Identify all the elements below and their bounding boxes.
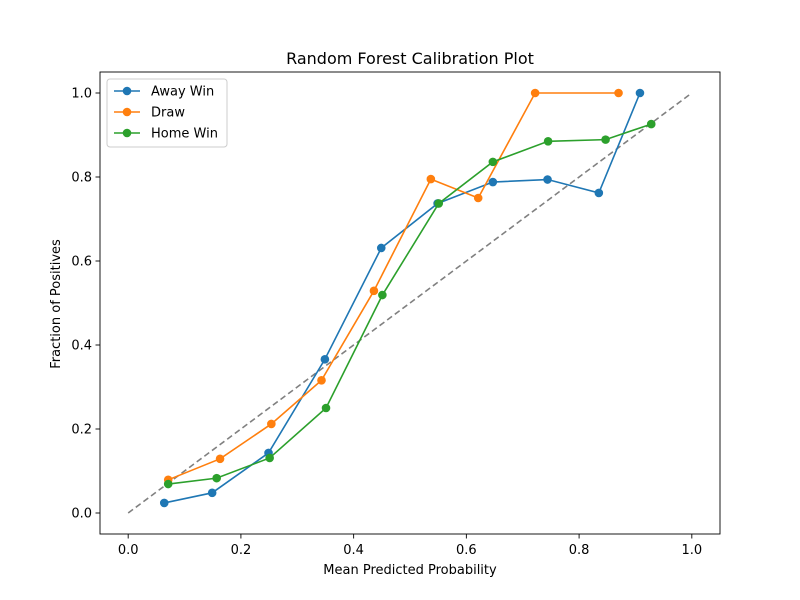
x-axis-label: Mean Predicted Probability [323,563,497,578]
perfect-calibration-line [127,92,693,514]
axes-frame [99,71,721,535]
data-point-home-win [488,157,498,167]
y-axis-label: Fraction of Positives [49,239,64,369]
x-tick-label: 0.6 [456,543,477,558]
data-point-draw [369,286,379,296]
legend-frame [106,78,228,148]
legend-label-home-win: Home Win [151,127,218,142]
data-point-draw [614,88,623,98]
y-tick-label: 0.4 [71,339,92,354]
y-tick-label: 1.0 [71,87,92,102]
data-point-draw [267,419,276,429]
x-tick-label: 0.4 [343,543,364,558]
data-point-home-win [212,473,221,483]
data-point-home-win [378,290,387,300]
data-point-home-win [646,119,656,129]
data-point-away-win [543,175,552,184]
data-point-away-win [594,188,604,198]
data-point-draw [426,174,436,184]
data-point-draw [215,454,225,464]
data-point-home-win [265,453,274,463]
x-tick-label: 0.8 [569,543,590,558]
legend: Away Win Draw Home Win [106,78,228,148]
legend-label-away-win: Away Win [151,85,214,100]
legend-label-draw: Draw [151,106,185,121]
legend-marker-draw [122,107,132,117]
data-point-away-win [320,354,330,364]
data-point-draw [473,193,483,203]
y-tick-label: 0.2 [71,423,92,438]
series-line-away-win [164,92,641,504]
y-tick-label: 0.8 [71,171,92,186]
data-point-away-win [159,498,169,508]
y-tick-label: 0.6 [71,255,92,270]
data-point-away-win [488,177,498,187]
data-point-away-win [207,488,217,498]
series-line-home-win [168,123,652,485]
chart-title: Random Forest Calibration Plot [286,49,534,68]
data-point-home-win [601,135,610,144]
data-point-away-win [376,243,386,253]
x-tick-label: 0.0 [118,543,139,558]
data-point-draw [530,88,540,98]
x-tick-label: 0.2 [231,543,252,558]
legend-marker-away-win [122,86,132,96]
data-point-away-win [635,88,645,98]
data-point-home-win [163,479,173,489]
data-point-home-win [434,199,444,208]
y-tick-label: 0.0 [71,507,92,522]
data-point-home-win [321,403,331,413]
data-point-draw [317,375,326,385]
plot-area: 0.0 0.2 0.4 0.6 0.8 1.0 0.0 0.2 0.4 0.6 0.8 1.0 [71,71,721,558]
data-point-home-win [543,137,553,146]
legend-marker-home-win [122,128,132,138]
x-tick-label: 1.0 [681,543,702,558]
